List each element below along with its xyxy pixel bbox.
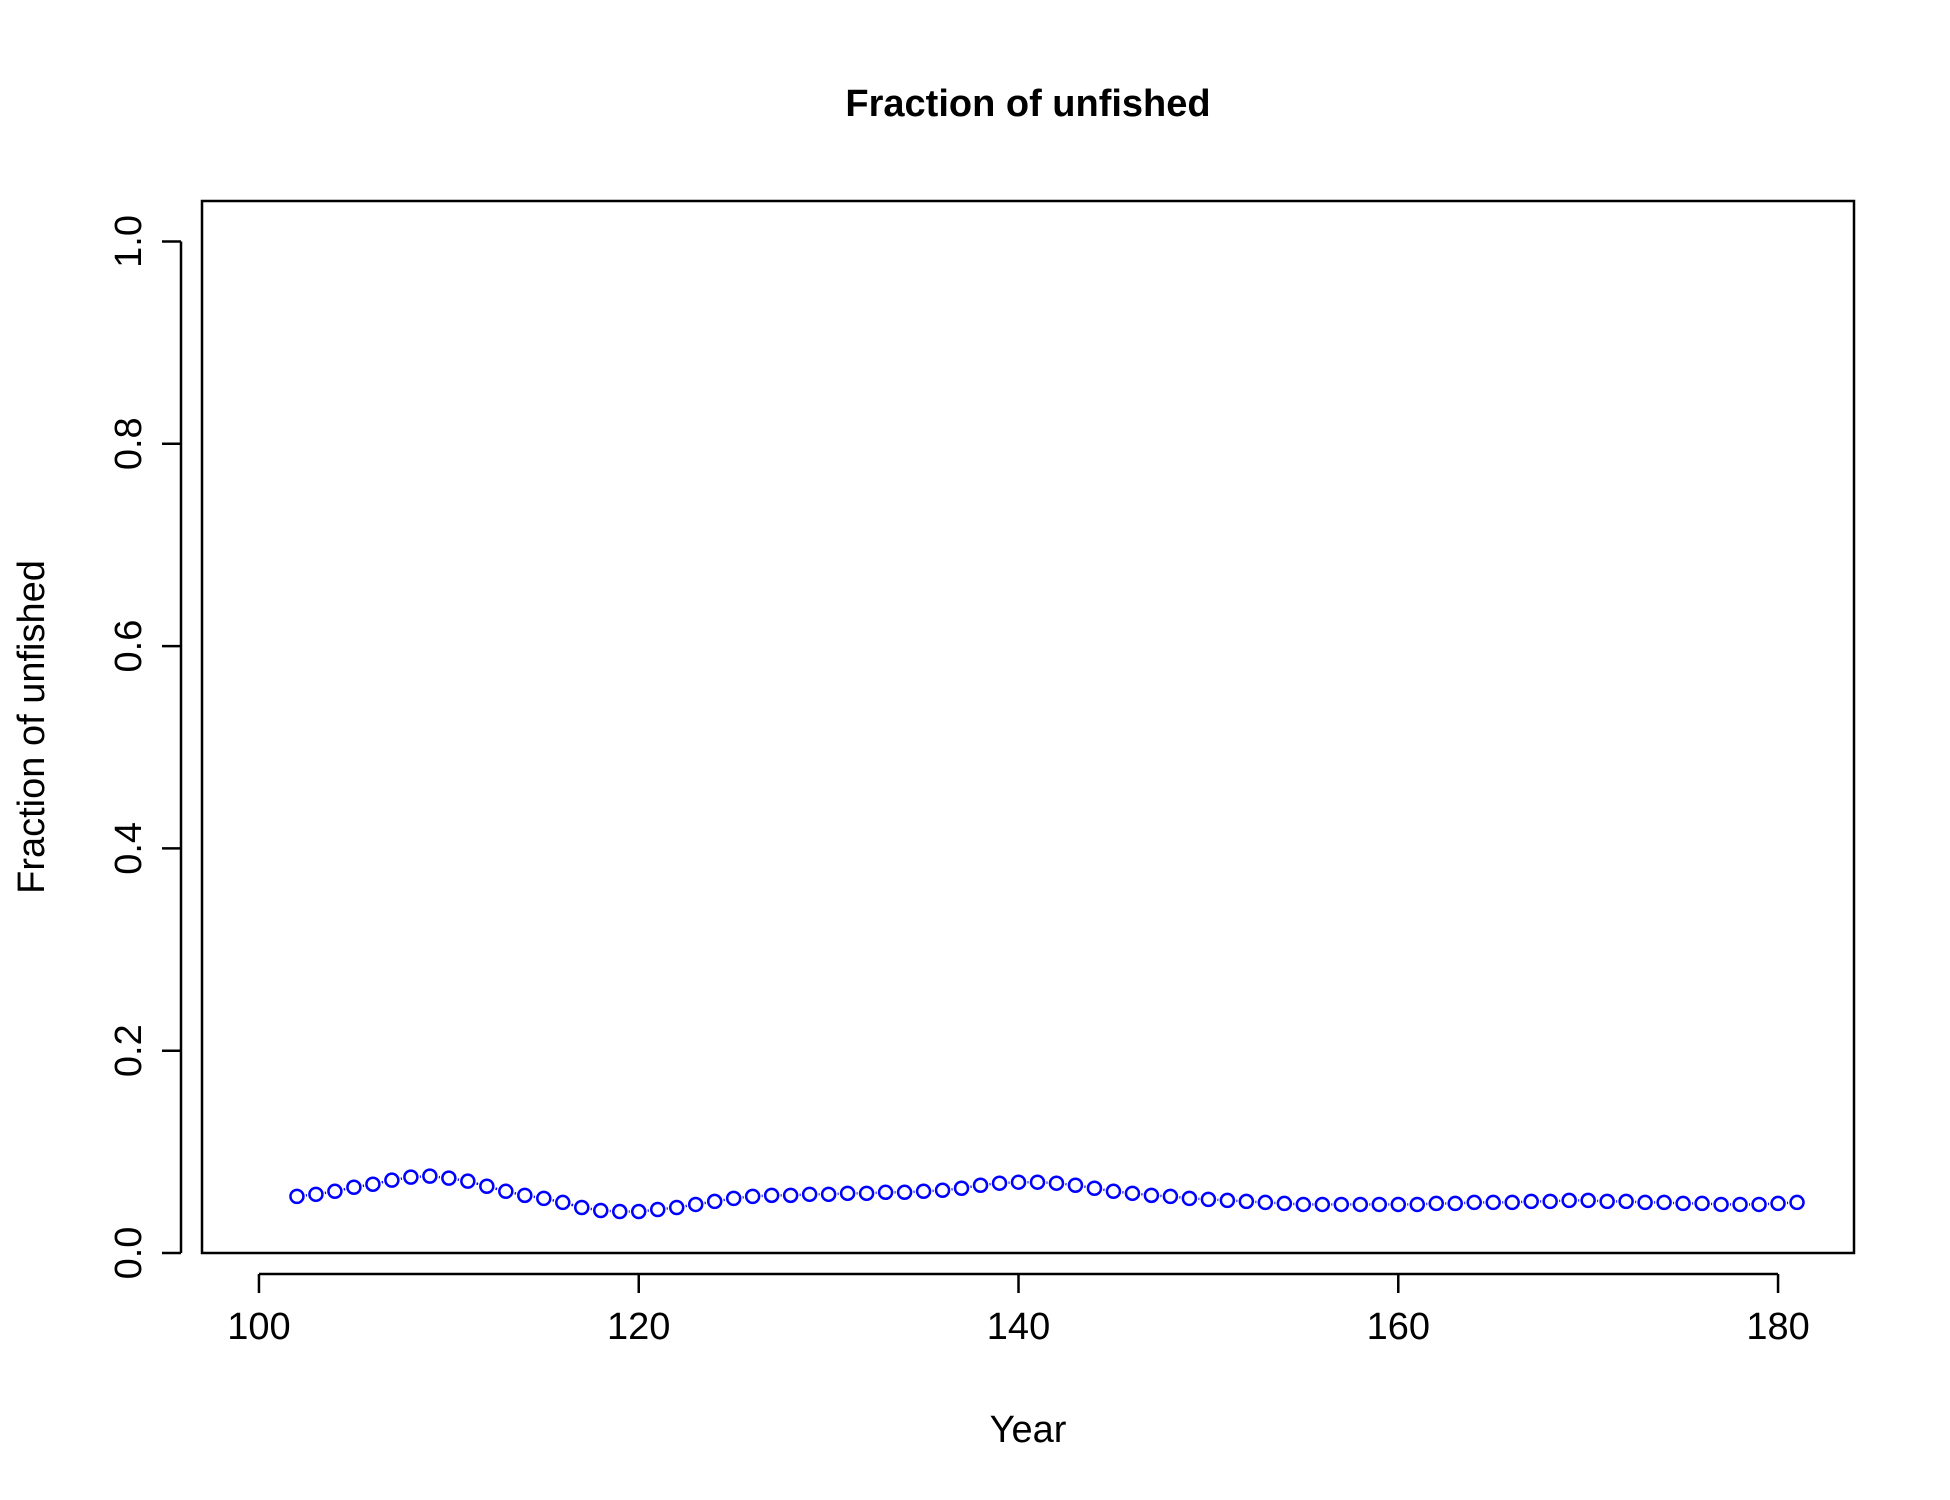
data-point: [668, 1199, 685, 1216]
data-point: [1314, 1196, 1331, 1213]
y-tick-label: 0.0: [108, 1227, 150, 1280]
data-point: [441, 1170, 457, 1186]
data-point: [1200, 1191, 1217, 1208]
data-point: [1371, 1196, 1388, 1213]
data-point: [1485, 1194, 1501, 1211]
data-point: [972, 1177, 989, 1193]
data-point: [839, 1185, 856, 1202]
data-point: [498, 1183, 514, 1200]
data-point: [1751, 1196, 1767, 1213]
x-tick-label: 160: [1367, 1306, 1430, 1348]
y-tick-label: 1.0: [108, 215, 150, 268]
data-point: [308, 1186, 324, 1203]
data-point: [858, 1185, 875, 1202]
y-tick-label: 0.6: [108, 620, 150, 673]
data-point: [801, 1186, 818, 1203]
data-point: [687, 1196, 704, 1213]
data-point: [1105, 1183, 1122, 1200]
data-point: [536, 1190, 552, 1207]
x-axis-label: Year: [990, 1409, 1067, 1451]
data-point: [1162, 1188, 1179, 1205]
data-point: [365, 1176, 381, 1192]
x-tick-label: 180: [1746, 1306, 1809, 1348]
data-point: [706, 1193, 723, 1210]
data-point: [1694, 1195, 1710, 1212]
y-tick-label: 0.8: [108, 417, 150, 470]
data-point: [1029, 1174, 1046, 1190]
data-point: [1656, 1194, 1672, 1211]
data-point: [782, 1187, 799, 1204]
data-point: [1770, 1195, 1786, 1212]
data-point: [1561, 1192, 1577, 1209]
data-point: [327, 1183, 343, 1200]
data-point: [1048, 1175, 1065, 1191]
data-point: [1713, 1196, 1729, 1213]
data-point: [517, 1187, 533, 1204]
data-point: [460, 1173, 476, 1189]
data-point: [1295, 1196, 1312, 1213]
data-point: [422, 1168, 438, 1184]
plot-frame: [200, 199, 1856, 1255]
data-point: [1466, 1194, 1482, 1211]
data-point: [1352, 1196, 1369, 1213]
data-point: [877, 1184, 894, 1201]
data-point: [1257, 1194, 1274, 1211]
data-point: [1618, 1193, 1634, 1210]
data-point: [953, 1180, 970, 1197]
series-layer: [289, 1168, 1805, 1220]
data-point: [1523, 1193, 1539, 1210]
data-point: [1086, 1180, 1103, 1197]
data-point: [1067, 1177, 1084, 1193]
data-point: [630, 1203, 647, 1220]
data-point: [1542, 1193, 1558, 1210]
data-point: [1010, 1174, 1027, 1190]
data-point: [403, 1169, 419, 1185]
data-point: [1428, 1195, 1445, 1212]
data-point: [1447, 1195, 1463, 1212]
data-point: [725, 1190, 742, 1207]
y-axis: 0.0 0.2 0.4 0.6 0.8 1.0: [108, 215, 183, 1280]
y-tick-label: 0.4: [108, 822, 150, 875]
chart-title: Fraction of unfished: [845, 83, 1210, 125]
data-point: [1732, 1196, 1748, 1213]
data-point: [1599, 1193, 1615, 1210]
data-point: [1789, 1194, 1805, 1211]
data-point: [915, 1183, 932, 1200]
data-point: [1675, 1195, 1691, 1212]
data-point: [1238, 1193, 1255, 1210]
x-axis: 100 120 140 160 180: [227, 1272, 1810, 1348]
y-tick-label: 0.2: [108, 1024, 150, 1077]
data-point: [1219, 1192, 1236, 1209]
x-tick-label: 120: [607, 1306, 670, 1348]
data-point: [346, 1179, 362, 1195]
data-point: [991, 1175, 1008, 1191]
data-point: [1124, 1185, 1141, 1202]
data-point: [289, 1188, 305, 1205]
x-tick-label: 100: [227, 1306, 290, 1348]
y-axis-label: Fraction of unfished: [11, 560, 53, 894]
data-point: [649, 1201, 666, 1218]
data-point: [1276, 1195, 1293, 1212]
x-tick-label: 140: [987, 1306, 1050, 1348]
data-point: [1637, 1194, 1653, 1211]
data-point: [611, 1203, 628, 1220]
data-point: [1181, 1190, 1198, 1207]
data-point: [593, 1202, 609, 1219]
data-point: [555, 1194, 571, 1211]
data-point: [1143, 1187, 1160, 1204]
data-point: [934, 1182, 951, 1199]
data-point: [1333, 1196, 1350, 1213]
data-point: [1580, 1192, 1596, 1209]
data-point: [1504, 1194, 1520, 1211]
data-point: [574, 1199, 590, 1216]
data-point: [384, 1172, 400, 1188]
data-point: [1390, 1196, 1407, 1213]
data-point: [896, 1184, 913, 1201]
data-point: [820, 1186, 837, 1203]
data-point: [744, 1188, 761, 1205]
data-point: [763, 1187, 780, 1204]
data-point: [1409, 1196, 1426, 1213]
data-point: [479, 1178, 495, 1194]
